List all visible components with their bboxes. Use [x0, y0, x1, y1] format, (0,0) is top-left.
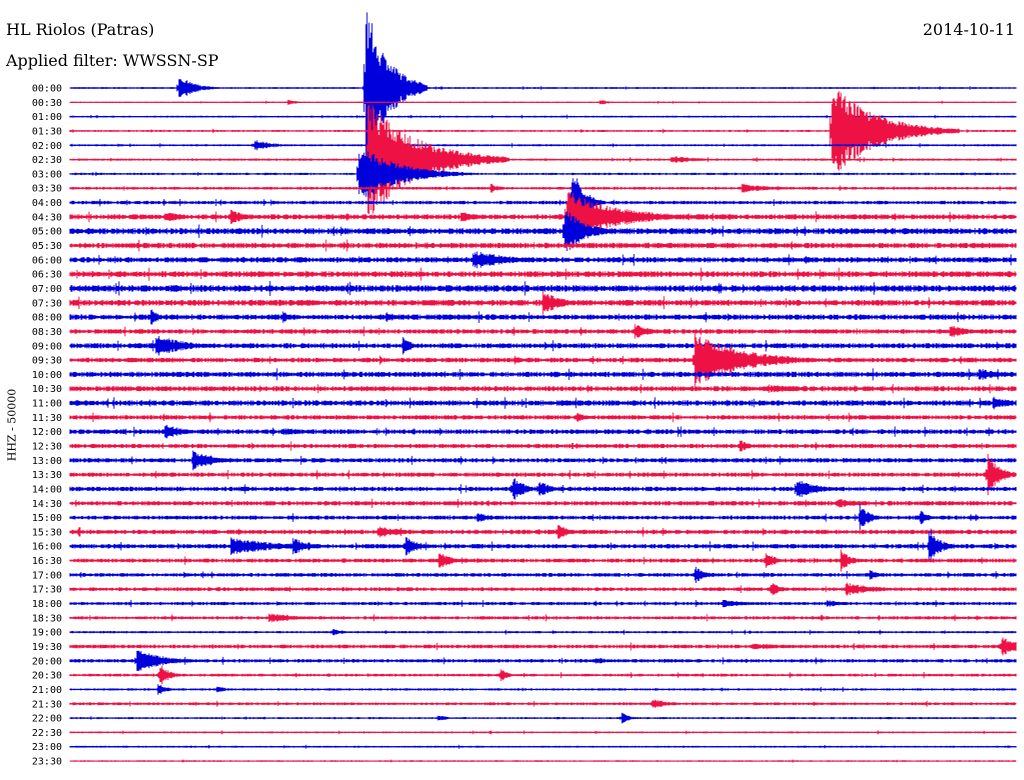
row-time-label: 02:30	[32, 155, 62, 166]
row-time-label: 12:30	[32, 442, 62, 453]
row-time-label: 06:30	[32, 270, 62, 281]
row-time-label: 09:30	[32, 356, 62, 367]
row-time-label: 21:00	[32, 685, 62, 696]
row-time-label: 07:00	[32, 284, 62, 295]
row-time-label: 14:00	[32, 484, 62, 495]
row-time-label: 03:00	[32, 169, 62, 180]
row-time-label: 22:00	[32, 714, 62, 725]
row-time-label: 14:30	[32, 499, 62, 510]
row-time-label: 20:00	[32, 656, 62, 667]
row-time-label: 15:00	[32, 513, 62, 524]
row-time-label: 13:30	[32, 470, 62, 481]
station-title: HL Riolos (Patras)	[6, 20, 155, 39]
row-time-label: 18:00	[32, 599, 62, 610]
row-time-label: 15:30	[32, 527, 62, 538]
row-time-label: 01:30	[32, 126, 62, 137]
row-time-label: 07:30	[32, 298, 62, 309]
row-time-label: 04:00	[32, 198, 62, 209]
row-time-label: 12:00	[32, 427, 62, 438]
row-time-label: 10:30	[32, 384, 62, 395]
row-time-label: 23:30	[32, 757, 62, 768]
row-time-label: 22:30	[32, 728, 62, 739]
row-time-label: 19:30	[32, 642, 62, 653]
row-time-label: 00:30	[32, 98, 62, 109]
row-time-label: 17:30	[32, 585, 62, 596]
row-time-label: 05:00	[32, 227, 62, 238]
row-time-label: 08:00	[32, 313, 62, 324]
date-label: 2014-10-11	[922, 20, 1015, 39]
row-time-label: 11:00	[32, 399, 62, 410]
row-time-label: 02:00	[32, 141, 62, 152]
row-time-label: 04:30	[32, 212, 62, 223]
row-time-label: 00:00	[32, 84, 62, 95]
row-time-label: 03:30	[32, 184, 62, 195]
row-time-label: 21:30	[32, 699, 62, 710]
row-time-label: 17:00	[32, 570, 62, 581]
row-time-label: 13:00	[32, 456, 62, 467]
row-time-label: 06:00	[32, 255, 62, 266]
row-time-label: 18:30	[32, 613, 62, 624]
row-time-label: 16:00	[32, 542, 62, 553]
row-time-label: 19:00	[32, 628, 62, 639]
row-time-label: 11:30	[32, 413, 62, 424]
filter-subtitle: Applied filter: WWSSN-SP	[6, 51, 219, 70]
row-time-label: 09:00	[32, 341, 62, 352]
row-time-label: 20:30	[32, 671, 62, 682]
row-time-label: 05:30	[32, 241, 62, 252]
row-time-label: 16:30	[32, 556, 62, 567]
row-time-label: 08:30	[32, 327, 62, 338]
row-time-label: 10:00	[32, 370, 62, 381]
row-time-label: 23:00	[32, 742, 62, 753]
row-time-label: 01:00	[32, 112, 62, 123]
